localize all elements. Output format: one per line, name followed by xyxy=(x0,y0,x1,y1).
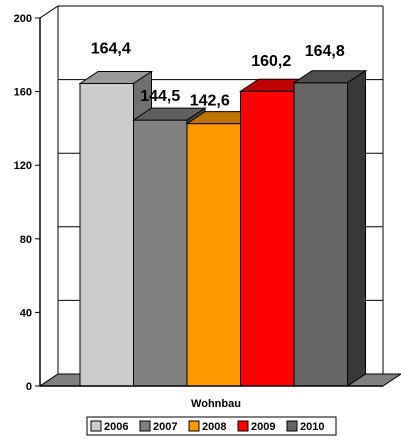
legend-label-2007: 2007 xyxy=(153,421,177,433)
bar-front xyxy=(79,83,134,387)
data-label-2010: 164,8 xyxy=(305,43,345,60)
y-tick-label: 40 xyxy=(20,307,32,319)
legend-label-2008: 2008 xyxy=(202,421,226,433)
legend-swatch-2010 xyxy=(286,420,298,432)
bar-front xyxy=(240,90,295,387)
y-tick-label: 80 xyxy=(20,234,32,246)
data-label-2008: 142,6 xyxy=(190,93,230,110)
y-tick-label: 120 xyxy=(14,160,32,172)
y-axis: 0 40 80 120 160 200 xyxy=(14,13,383,393)
x-category-label: Wohnbau xyxy=(191,398,241,410)
legend-swatch-2007 xyxy=(139,420,151,432)
legend-swatch-2006 xyxy=(90,420,102,432)
y-tick-label: 200 xyxy=(14,13,32,25)
bar-side xyxy=(347,69,366,387)
legend-label-2009: 2009 xyxy=(251,421,275,433)
y-tick-label: 0 xyxy=(26,381,32,393)
y-tick-label: 160 xyxy=(14,87,32,99)
legend-label-2010: 2010 xyxy=(300,421,324,433)
legend-swatch-2008 xyxy=(188,420,200,432)
bars xyxy=(78,69,368,387)
bar-front xyxy=(133,119,188,387)
bar-2010 xyxy=(292,69,368,387)
legend-label-2006: 2006 xyxy=(104,421,128,433)
left-wall xyxy=(39,5,59,387)
data-label-2007: 144,5 xyxy=(140,88,180,105)
legend-swatch-2009 xyxy=(237,420,249,432)
data-label-2006: 164,4 xyxy=(91,41,131,58)
bar-front xyxy=(186,123,241,387)
bar-front xyxy=(293,82,348,387)
legend: 2006 2007 2008 2009 2010 xyxy=(86,416,337,436)
data-label-2009: 160,2 xyxy=(251,53,291,70)
value-labels: 164,4 144,5 142,6 160,2 164,8 xyxy=(91,41,345,110)
